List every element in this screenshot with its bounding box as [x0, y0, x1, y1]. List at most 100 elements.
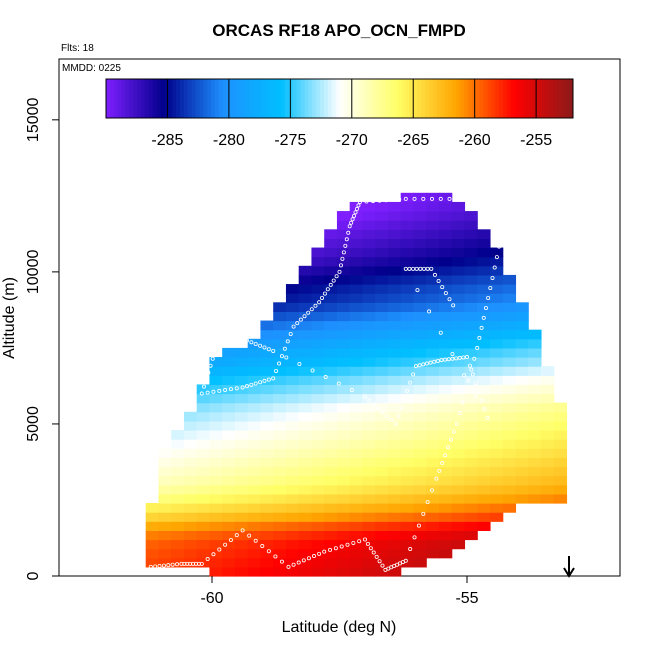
flight-track-point [467, 363, 472, 368]
heatmap-cell [387, 284, 402, 294]
heatmap-cell [502, 338, 517, 349]
flight-track-point [317, 300, 322, 305]
heatmap-cell [489, 439, 504, 449]
colorbar-swatch [522, 79, 527, 118]
heatmap-cell [324, 475, 338, 486]
heatmap-cell [311, 338, 325, 349]
heatmap-cell [438, 220, 453, 230]
heatmap-cell [489, 256, 504, 267]
heatmap-cell [336, 375, 351, 385]
flight-track-point [295, 321, 300, 326]
heatmap-cell [451, 302, 466, 313]
flight-track-point [418, 266, 423, 271]
heatmap-cell [553, 457, 568, 468]
heatmap-cell [222, 475, 236, 486]
heatmap-cell [387, 484, 402, 495]
heatmap-cell [375, 375, 389, 385]
heatmap-cell [285, 284, 300, 294]
heatmap-cell [222, 557, 236, 568]
heatmap-cell [375, 512, 389, 522]
colorbar-swatch [335, 79, 340, 118]
heatmap-cell [311, 357, 325, 367]
colorbar-swatch [273, 79, 278, 118]
heatmap-cell [362, 503, 376, 513]
colorbar-swatch [144, 79, 150, 118]
heatmap-cell [324, 229, 338, 240]
colorbar-swatch [191, 79, 197, 118]
colorbar-swatch [471, 79, 477, 118]
flight-track-point [450, 351, 455, 356]
heatmap-cell [375, 293, 389, 303]
heatmap-cell [260, 566, 274, 577]
heatmap-cell [362, 265, 376, 276]
flight-track-point [226, 340, 231, 345]
flight-track-point [320, 295, 325, 300]
heatmap-cell [285, 393, 300, 404]
heatmap-cell [387, 366, 402, 376]
heatmap-cell [451, 293, 466, 303]
colorbar-swatch [316, 79, 321, 118]
heatmap-cell [222, 357, 236, 367]
heatmap-cell [336, 366, 351, 376]
colorbar-swatch [460, 79, 465, 118]
heatmap-cell [413, 493, 427, 504]
flight-track-point [218, 341, 223, 346]
heatmap-cell [387, 329, 402, 340]
flight-track-point [440, 461, 445, 466]
heatmap-cell [298, 284, 313, 294]
flight-track-point [285, 339, 290, 344]
colorbar-tick-label: -285 [151, 132, 183, 149]
heatmap-cell [375, 439, 389, 449]
flight-track-point [313, 303, 318, 308]
heatmap-cell [273, 493, 287, 504]
flight-track-point [446, 357, 451, 362]
heatmap-cell [260, 393, 274, 404]
heatmap-cell [489, 375, 504, 385]
flight-track-point [421, 196, 426, 201]
heatmap-cell [387, 466, 402, 477]
heatmap-cell [158, 457, 172, 468]
heatmap-cell [311, 439, 325, 449]
heatmap-cell [183, 430, 198, 440]
heatmap-cell [477, 293, 491, 303]
heatmap-cell [273, 484, 287, 495]
heatmap-cell [196, 457, 211, 468]
heatmap-cell [311, 539, 325, 550]
flight-track-point [333, 546, 338, 551]
heatmap-cell [158, 512, 172, 522]
heatmap-cell [489, 448, 504, 458]
heatmap-cell [413, 201, 427, 212]
flight-track-point [291, 324, 296, 329]
heatmap-cell [222, 503, 236, 513]
colorbar-swatch [475, 79, 481, 118]
heatmap-cell [298, 338, 313, 349]
heatmap-cell [400, 347, 415, 358]
flight-track-point [337, 269, 342, 274]
flight-track-point [477, 335, 482, 340]
heatmap-cell [451, 311, 466, 322]
flight-track-point [439, 358, 444, 363]
flight-track [148, 196, 510, 572]
colorbar-swatch [117, 79, 123, 118]
colorbar-swatch [436, 79, 442, 118]
heatmap-cell [451, 211, 466, 221]
flight-track-point [427, 309, 432, 314]
heatmap-cell [387, 566, 402, 577]
colorbar-swatch [432, 79, 438, 118]
heatmap-cell [336, 265, 351, 276]
heatmap-cell [336, 402, 351, 413]
heatmap-cell [145, 512, 160, 522]
heatmap-cell [247, 493, 262, 504]
flight-track-point [323, 375, 328, 380]
heatmap-cell [477, 393, 491, 404]
heatmap-cell [464, 211, 478, 221]
flight-track-point [222, 341, 227, 346]
heatmap-cell [285, 439, 300, 449]
flight-track-point [403, 196, 408, 201]
heatmap-cell [298, 475, 313, 486]
heatmap-cell [400, 530, 415, 541]
heatmap-cell [477, 448, 491, 458]
heatmap-cell [426, 493, 440, 504]
colorbar-swatch [483, 79, 488, 118]
heatmap-cell [362, 457, 376, 468]
